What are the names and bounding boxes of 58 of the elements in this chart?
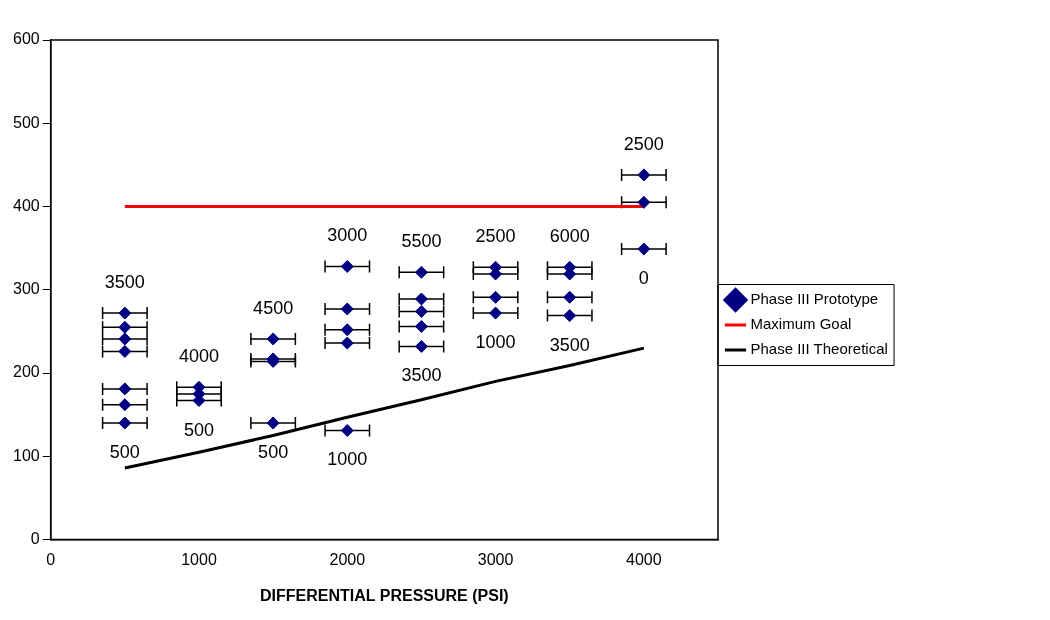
point [340,302,354,316]
x-tick-label: 2000 [329,550,366,568]
point [118,416,132,430]
x-tick-label: 1000 [181,550,217,568]
annotation: 4000 [178,346,220,367]
annotation: 2500 [475,226,516,247]
annotation: 3000 [327,225,368,246]
point [266,416,280,430]
annotation: 5500 [401,231,442,252]
point [118,306,132,320]
point [414,339,428,353]
annotation: 3500 [401,365,442,386]
point [414,304,428,318]
x-tick-label: 0 [46,550,56,568]
annotation: 1000 [327,449,368,470]
annotation: 1000 [475,332,516,353]
x-tick-label: 4000 [626,550,662,568]
annotation: 500 [109,442,140,462]
annotation: 6000 [549,226,590,247]
y-tick-label: 0 [30,530,40,548]
point [340,323,354,337]
y-tick-label: 100 [12,446,40,464]
x-axis-title: DIFFERENTIAL PRESSURE (PSI) [260,586,509,604]
point [118,332,132,346]
annotation: 0 [638,267,649,288]
legend-label: Phase III Theoretical [750,340,888,358]
point [637,242,651,256]
point [489,306,503,320]
annotation: 500 [258,442,289,462]
x-tick-label: 3000 [477,550,514,568]
y-tick-label: 300 [12,280,40,298]
point [414,319,428,333]
point [414,292,428,306]
annotation: 3500 [104,272,145,293]
point [489,290,503,304]
point [118,320,132,334]
annotation: 500 [183,419,215,440]
point [118,382,132,396]
point [118,344,132,358]
point [637,168,651,182]
point [637,195,651,209]
point [414,265,428,279]
point [118,398,132,412]
point [340,424,354,438]
y-tick-label: 600 [12,30,40,48]
point [340,336,354,350]
point [340,259,354,273]
y-tick-label: 500 [12,113,40,131]
annotation: 4500 [253,297,294,318]
y-tick-label: 200 [12,363,40,381]
point [563,309,577,323]
y-tick-label: 400 [12,196,40,214]
legend-label: Phase III Prototype [750,290,879,308]
annotation: 3500 [549,334,590,355]
legend-label: Maximum Goal [750,315,852,333]
point [563,290,577,304]
point [266,332,280,346]
annotation: 2500 [623,133,664,154]
